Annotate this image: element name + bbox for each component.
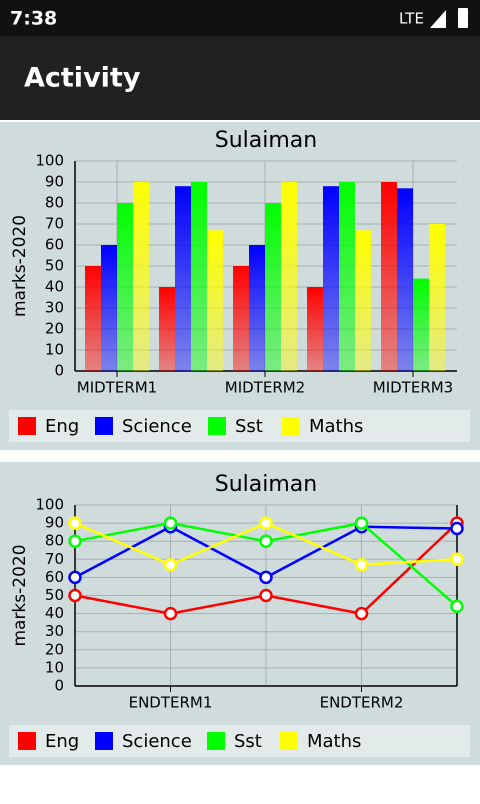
x-tick-label: ENDTERM1 <box>129 694 213 712</box>
bar <box>413 278 429 371</box>
legend-box <box>9 725 470 757</box>
legend-label: Eng <box>45 731 79 752</box>
point-marker <box>259 588 273 603</box>
legend-swatch <box>95 417 113 435</box>
point-marker <box>259 570 273 585</box>
point-marker <box>450 599 464 614</box>
bar <box>207 230 223 371</box>
point-marker <box>163 606 178 621</box>
bar <box>85 266 101 371</box>
bar <box>175 186 191 371</box>
legend-swatch <box>280 732 298 750</box>
x-tick-label: ENDTERM2 <box>320 694 404 712</box>
y-tick-label: 20 <box>45 320 64 338</box>
bar <box>339 182 355 371</box>
y-tick-label: 50 <box>45 586 64 604</box>
legend-label: Sst <box>235 416 263 437</box>
bar <box>233 266 249 371</box>
bar <box>323 186 339 371</box>
x-tick-label: MIDTERM2 <box>225 379 305 397</box>
y-tick-label: 60 <box>45 236 64 254</box>
legend-label: Science <box>122 731 192 752</box>
point-marker <box>354 557 369 572</box>
point-marker <box>68 516 82 530</box>
point-marker <box>354 516 369 530</box>
point-marker <box>163 516 178 530</box>
legend-label: Maths <box>307 731 361 752</box>
legend-label: Eng <box>45 416 79 437</box>
y-tick-label: 0 <box>54 362 64 380</box>
y-tick-label: 10 <box>45 658 64 676</box>
status-network: LTE <box>399 10 424 28</box>
bar <box>355 230 371 371</box>
point-marker <box>450 521 464 536</box>
bar <box>265 203 281 371</box>
bar <box>307 287 323 371</box>
bar <box>397 188 413 371</box>
bar <box>381 182 397 371</box>
legend-swatch <box>208 417 226 435</box>
y-axis-label: marks-2020 <box>10 215 30 317</box>
legend-label: Sst <box>234 731 262 752</box>
y-tick-label: 30 <box>45 622 64 640</box>
chart-title: Sulaiman <box>215 128 317 153</box>
y-axis-label: marks-2020 <box>10 544 30 646</box>
y-tick-label: 100 <box>35 496 64 514</box>
y-tick-label: 50 <box>45 257 64 275</box>
point-marker <box>68 534 82 548</box>
app-bar <box>0 36 480 120</box>
y-tick-label: 70 <box>45 550 64 568</box>
legend-swatch <box>18 417 36 435</box>
point-marker <box>68 570 82 585</box>
x-tick-label: MIDTERM1 <box>77 379 157 397</box>
legend-swatch <box>95 732 113 750</box>
legend-swatch <box>282 417 300 435</box>
battery-icon <box>458 8 468 28</box>
x-tick-label: MIDTERM3 <box>373 379 453 397</box>
bar <box>101 245 117 371</box>
status-time: 7:38 <box>10 8 57 30</box>
point-marker <box>354 606 369 621</box>
y-tick-label: 10 <box>45 341 64 359</box>
point-marker <box>259 516 273 530</box>
y-tick-label: 80 <box>45 194 64 212</box>
bar <box>281 182 297 371</box>
bar <box>117 203 133 371</box>
legend-swatch <box>207 732 225 750</box>
chart-title: Sulaiman <box>215 472 317 497</box>
y-tick-label: 20 <box>45 640 64 658</box>
y-tick-label: 40 <box>45 278 64 296</box>
y-tick-label: 90 <box>45 514 64 532</box>
bar <box>249 245 265 371</box>
y-tick-label: 80 <box>45 532 64 550</box>
legend-box <box>9 410 470 442</box>
legend-label: Maths <box>309 416 363 437</box>
y-tick-label: 30 <box>45 299 64 317</box>
y-tick-label: 60 <box>45 568 64 586</box>
status-bar <box>0 0 480 36</box>
app-title: Activity <box>24 63 141 94</box>
y-tick-label: 40 <box>45 604 64 622</box>
bar <box>429 224 445 371</box>
legend-swatch <box>18 732 36 750</box>
bar <box>191 182 207 371</box>
legend-label: Science <box>122 416 192 437</box>
y-tick-label: 70 <box>45 215 64 233</box>
point-marker <box>68 588 82 603</box>
bar <box>159 287 175 371</box>
point-marker <box>259 534 273 548</box>
y-tick-label: 90 <box>45 173 64 191</box>
signal-icon <box>430 10 446 28</box>
y-tick-label: 0 <box>54 677 64 695</box>
point-marker <box>163 557 178 572</box>
y-tick-label: 100 <box>35 152 64 170</box>
bar <box>133 182 149 371</box>
point-marker <box>450 552 464 567</box>
